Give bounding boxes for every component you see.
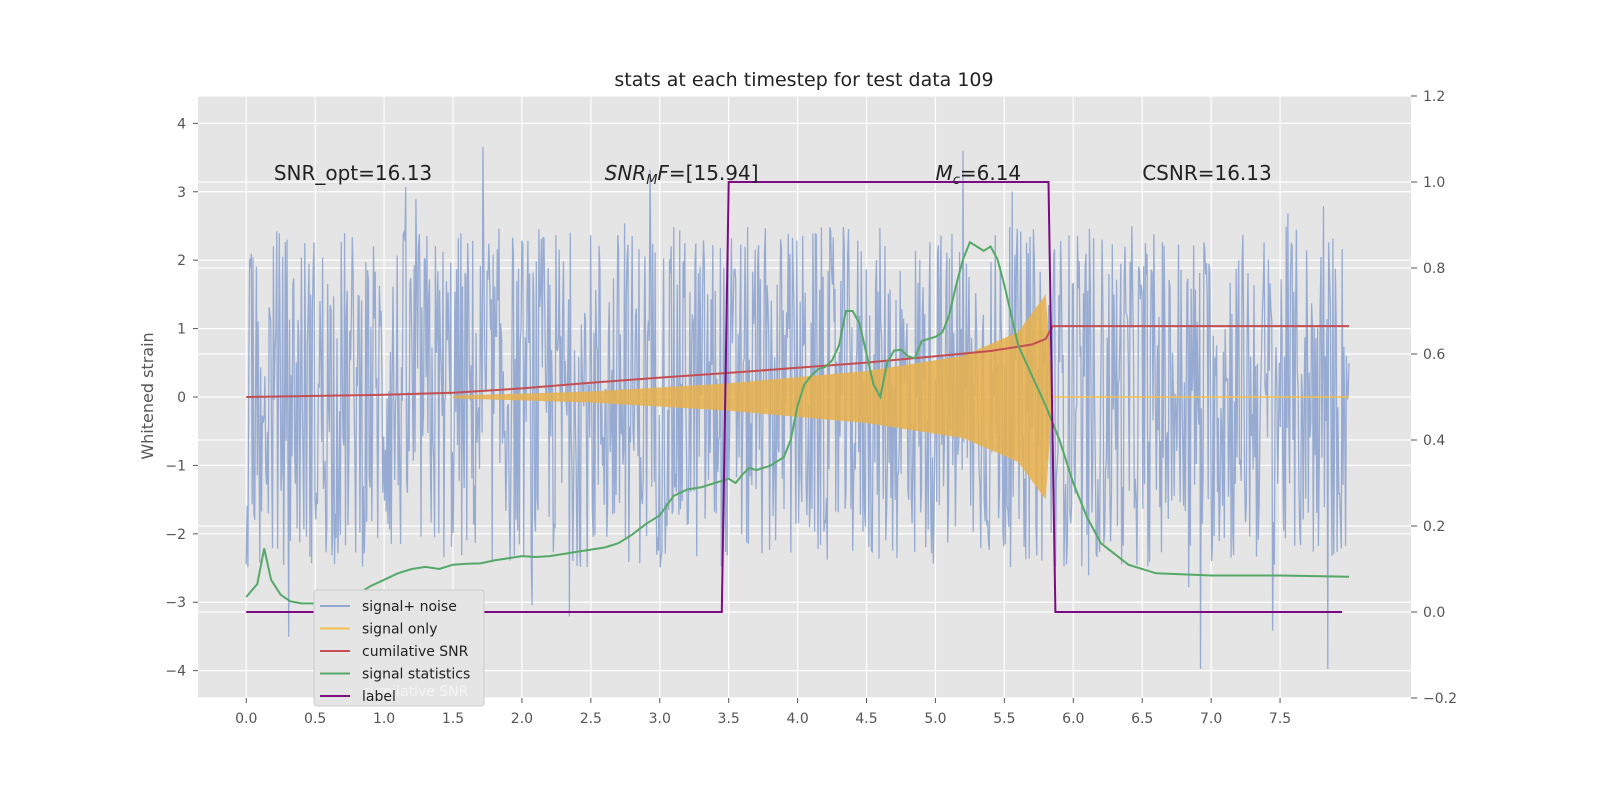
x-tick-label: 6.0	[1062, 711, 1084, 727]
y-tick-label: 3	[177, 185, 186, 201]
x-tick-label: 4.0	[786, 711, 808, 727]
y-tick-label: −2	[165, 527, 186, 543]
series-signal-statistics	[245, 240, 1350, 605]
y2-tick-label: −0.2	[1423, 691, 1457, 707]
x-tick-label: 2.5	[580, 711, 602, 727]
y-tick-label: −1	[165, 458, 186, 474]
series-signal-plus-noise	[245, 146, 1350, 670]
chart-title: stats at each timestep for test data 109	[614, 69, 993, 91]
legend-label: signal only	[362, 622, 437, 638]
y-tick-label: 2	[177, 253, 186, 269]
y-tick-label: 0	[177, 390, 186, 406]
x-tick-label: 0.0	[235, 711, 257, 727]
legend-hidden-entry: cumilative SNR	[362, 684, 469, 700]
x-tick-label: 7.5	[1269, 711, 1291, 727]
x-tick-label: 7.0	[1200, 711, 1222, 727]
y2-tick-label: 0.6	[1423, 347, 1445, 363]
legend-label: label	[362, 689, 396, 705]
y-tick-label: 1	[177, 322, 186, 338]
x-tick-label: 5.5	[993, 711, 1015, 727]
x-tick-label: 5.0	[924, 711, 946, 727]
legend-label: signal+ noise	[362, 599, 457, 615]
x-tick-label: 2.0	[511, 711, 533, 727]
x-tick-label: 1.0	[373, 711, 395, 727]
x-tick-label: 6.5	[1131, 711, 1153, 727]
annotations: SNR_opt=16.13 SNRMF=[15.94] Mc=6.14 CSNR=16…	[274, 161, 1272, 188]
series-signal-only	[453, 294, 1349, 500]
y-tick-label: −4	[165, 664, 186, 680]
series-label	[246, 181, 1343, 613]
annotation-text: SNR_opt=16.13	[274, 161, 432, 185]
y-axis-label: Whitened strain	[138, 332, 157, 459]
legend-label: signal statistics	[362, 667, 470, 683]
y2-tick-label: 0.0	[1423, 605, 1445, 621]
legend: cumilative SNR signal+ noise signal only cu…	[313, 589, 485, 707]
y2-tick-label: 0.8	[1423, 261, 1445, 277]
y2-tick-label: 0.4	[1423, 433, 1445, 449]
y-tick-label: 4	[177, 116, 186, 132]
y-tick-label: −3	[165, 595, 186, 611]
x-tick-label: 3.0	[649, 711, 671, 727]
x-tick-label: 4.5	[855, 711, 877, 727]
signal-only-envelope	[453, 294, 1053, 500]
annotation-text: Mc=6.14	[935, 161, 1021, 188]
x-tick-label: 0.5	[304, 711, 326, 727]
x-tick-label: 1.5	[442, 711, 464, 727]
annotation-text: SNRMF=[15.94]	[605, 161, 759, 188]
y2-tick-label: 0.2	[1423, 519, 1445, 535]
legend-label: cumilative SNR	[362, 644, 469, 660]
y2-tick-label: 1.0	[1423, 175, 1445, 191]
legend-box	[313, 589, 485, 707]
signal-plus-noise-line	[245, 146, 1350, 670]
x-tick-label: 3.5	[718, 711, 740, 727]
annotation-text: CSNR=16.13	[1142, 161, 1272, 185]
series-cumilative-snr	[246, 325, 1349, 398]
y2-tick-label: 1.2	[1423, 89, 1445, 105]
axes: 0.0 0.5 1.0 1.5 2.0 2.5 3.0 3.5 4.0 4.5 5.0 5.5 6.0 6…	[165, 89, 1457, 727]
series-lines	[245, 181, 1350, 613]
